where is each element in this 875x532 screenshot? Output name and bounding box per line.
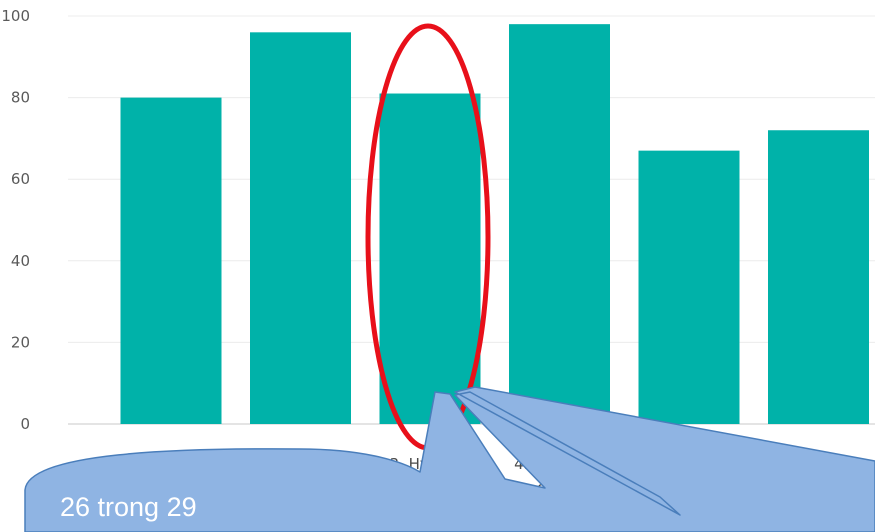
callout-text: 26 trong 29 bbox=[60, 492, 197, 522]
bars bbox=[120, 24, 869, 425]
bar bbox=[509, 24, 610, 424]
y-axis-ticks: 0 20 40 60 80 100 bbox=[1, 7, 30, 433]
y-tick-label: 60 bbox=[11, 170, 30, 188]
bar bbox=[250, 32, 351, 424]
bar bbox=[120, 97, 222, 424]
y-tick-label: 0 bbox=[20, 415, 30, 433]
y-tick-label: 20 bbox=[11, 333, 30, 351]
callout-bubble bbox=[24, 386, 875, 532]
y-tick-label: 40 bbox=[11, 252, 30, 270]
y-tick-label: 80 bbox=[11, 89, 30, 107]
callout-layer: 26 trong 29 bbox=[24, 386, 875, 532]
bar bbox=[768, 130, 869, 425]
bar bbox=[379, 93, 481, 425]
y-tick-label: 100 bbox=[1, 7, 30, 25]
bar bbox=[638, 150, 740, 424]
